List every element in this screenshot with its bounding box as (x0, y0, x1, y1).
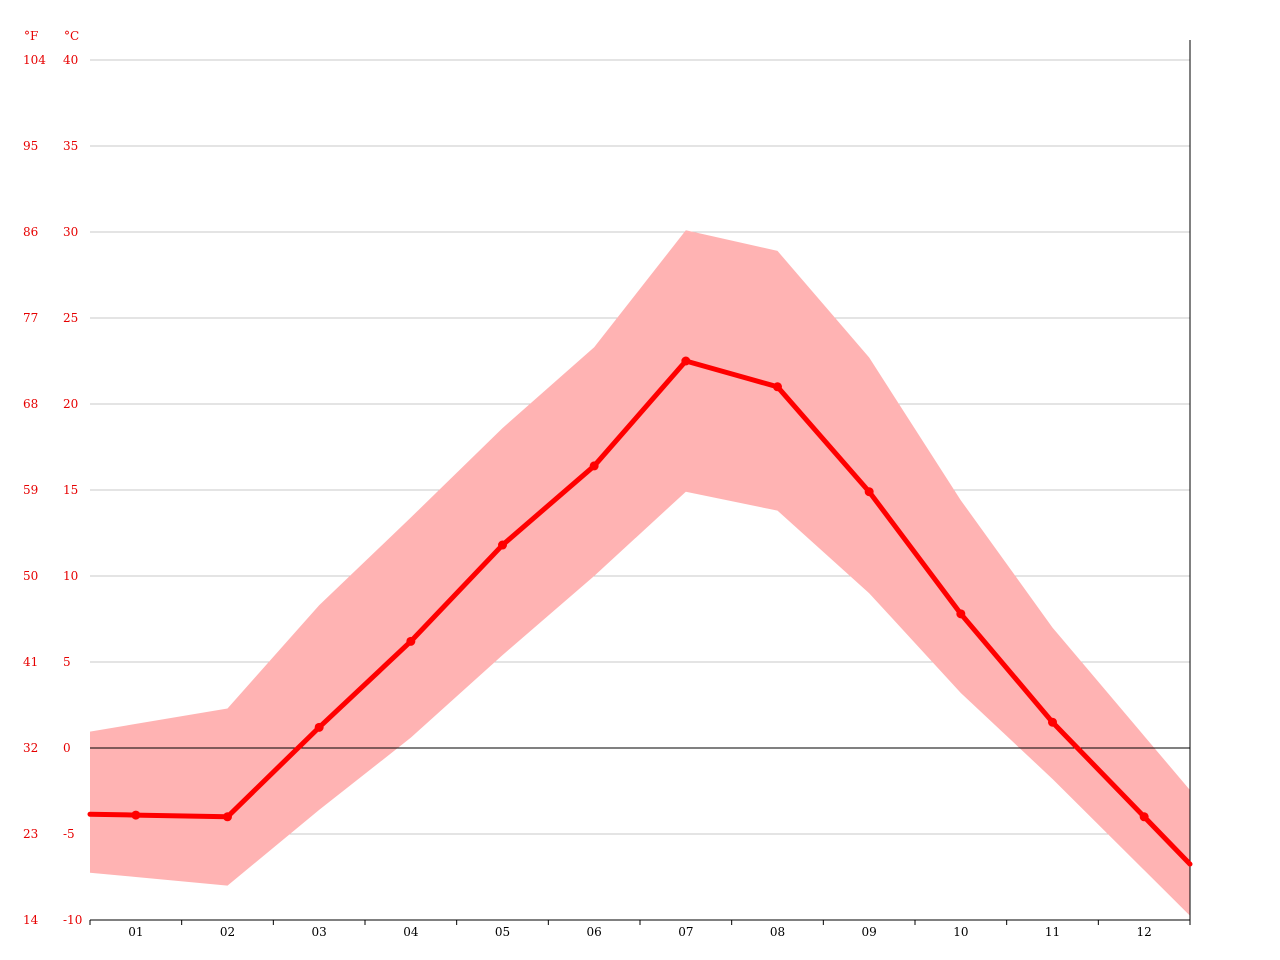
y-tick-c: 5 (63, 655, 71, 669)
y-tick-f: 32 (23, 741, 38, 755)
y-tick-f: 104 (23, 53, 46, 67)
y-tick-c: 35 (63, 139, 78, 153)
y-tick-f: 59 (23, 483, 38, 497)
mean-temperature-line (87, 358, 1193, 867)
x-tick-label: 12 (1137, 925, 1152, 939)
y-tick-f: 50 (23, 569, 38, 583)
x-tick-label: 04 (403, 925, 419, 939)
y-tick-c: 25 (63, 311, 78, 325)
y-tick-c: 10 (63, 569, 78, 583)
mean-point (1048, 717, 1057, 727)
mean-series (87, 356, 1193, 867)
x-tick-label: 06 (587, 925, 602, 939)
mean-point (864, 487, 874, 497)
y-tick-c: -5 (63, 827, 75, 841)
min-max-band (90, 230, 1190, 916)
mean-point (681, 356, 691, 366)
mean-point (956, 609, 966, 619)
mean-point (1139, 812, 1149, 822)
y-tick-f: 14 (23, 913, 39, 927)
mean-point (223, 812, 232, 822)
y-tick-f: 95 (23, 139, 38, 153)
y-tick-c: 20 (63, 397, 78, 411)
y-tick-f: 68 (23, 397, 38, 411)
unit-c-label: °C (64, 29, 79, 43)
axes (89, 40, 1191, 925)
y-tick-c: 40 (63, 53, 78, 67)
mean-point (131, 810, 141, 820)
y-tick-c: 0 (63, 741, 71, 755)
x-tick-label: 02 (220, 925, 235, 939)
temperature-range-band (90, 230, 1190, 916)
x-tick-label: 07 (678, 925, 693, 939)
y-tick-f: 77 (23, 311, 38, 325)
x-tick-label: 10 (953, 925, 968, 939)
mean-point (314, 722, 324, 732)
mean-point (589, 461, 599, 471)
y-tick-c: 30 (63, 225, 78, 239)
y-tick-c: 15 (63, 483, 78, 497)
mean-point (773, 382, 782, 392)
mean-point (498, 540, 507, 550)
x-tick-label: 09 (862, 925, 877, 939)
x-tick-label: 11 (1045, 925, 1060, 939)
x-tick-labels: 01 02 03 04 05 06 07 08 09 10 11 12 (128, 925, 1152, 939)
unit-f-label: °F (24, 29, 38, 43)
x-tick-label: 01 (128, 925, 143, 939)
y-tick-f: 23 (23, 827, 38, 841)
mean-point (406, 636, 416, 646)
x-tick-label: 03 (312, 925, 327, 939)
y-tick-labels: -10 14 -5 23 0 32 5 41 10 50 15 59 20 68 25 77 30 86 35 95 4… (23, 53, 82, 927)
x-tick-label: 05 (495, 925, 510, 939)
y-tick-f: 41 (23, 655, 38, 669)
y-tick-c: -10 (63, 913, 82, 927)
x-tick-label: 08 (770, 925, 785, 939)
y-tick-f: 86 (23, 225, 38, 239)
